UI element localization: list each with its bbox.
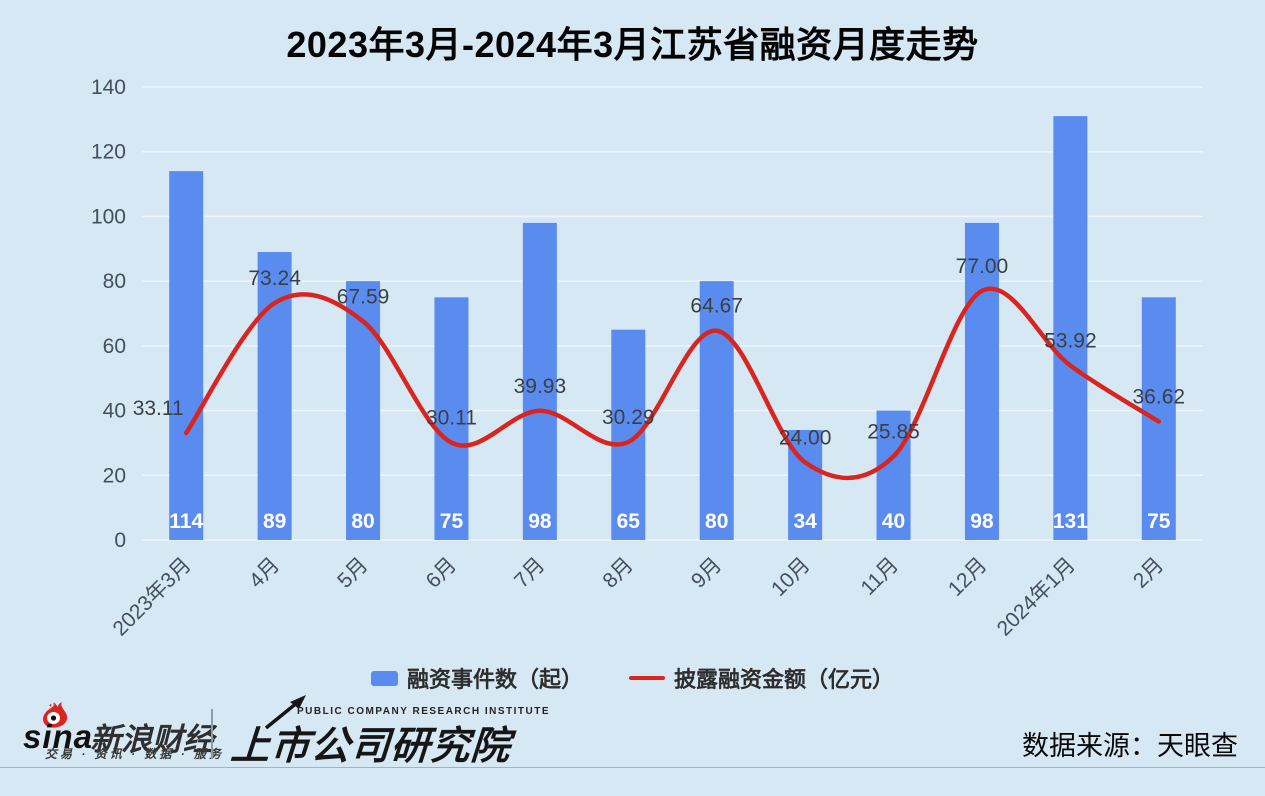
x-axis-label: 7月 — [510, 553, 549, 592]
y-axis-tick-label: 80 — [103, 270, 126, 293]
bar-value-label: 114 — [169, 510, 203, 533]
bar-value-label: 131 — [1053, 510, 1088, 533]
bar-value-label: 89 — [263, 510, 286, 533]
line-value-label: 33.11 — [133, 397, 184, 420]
line-value-label: 64.67 — [690, 295, 743, 318]
bar-12月 — [964, 222, 999, 540]
bar-value-label: 75 — [1147, 510, 1171, 533]
bar-6月 — [434, 297, 469, 540]
y-axis-tick-label: 120 — [91, 141, 126, 164]
chart-title: 2023年3月-2024年3月江苏省融资月度走势 — [286, 24, 979, 65]
bar-value-label: 34 — [793, 510, 817, 533]
line-value-label: 25.85 — [867, 420, 920, 443]
x-axis-label: 9月 — [687, 553, 726, 592]
bar-value-label: 40 — [882, 510, 905, 533]
x-axis-label: 11月 — [857, 553, 904, 600]
financing-amount-line — [183, 286, 1162, 481]
sina-flame-icon — [43, 702, 68, 728]
x-axis-label: 2月 — [1129, 553, 1168, 592]
x-axis-label: 10月 — [767, 553, 815, 601]
bar-2月 — [1141, 297, 1176, 540]
x-axis-label: 8月 — [598, 553, 637, 592]
y-axis-tick-label: 0 — [114, 529, 126, 552]
line-value-label: 39.93 — [514, 375, 567, 398]
footer-rule — [0, 767, 1265, 768]
arrow-up-icon — [264, 695, 306, 730]
bar-2024年1月 — [1053, 116, 1088, 540]
financing-trend-chart: 0 20 40 60 80 100 120 140 114 89 80 75 98 65 80 34 40 98 1… — [91, 76, 1203, 641]
line-value-label: 77.00 — [956, 255, 1009, 278]
y-axis-tick-label: 40 — [103, 400, 126, 423]
sina-finance-brand: 新浪财经 — [90, 722, 214, 757]
x-axis-label: 2024年1月 — [993, 553, 1080, 640]
bar-11月 — [876, 410, 911, 540]
line-value-label: 67.59 — [337, 285, 390, 308]
bar-5月 — [346, 281, 381, 540]
sina-logo-text: sina — [23, 718, 94, 755]
line-value-label: 36.62 — [1133, 386, 1186, 409]
line-value-label: 24.00 — [779, 426, 832, 449]
line-value-label: 53.92 — [1044, 330, 1097, 353]
y-axis-tick-label: 140 — [91, 76, 126, 99]
y-axis-tick-label: 100 — [91, 205, 126, 228]
institute-name-cn: 上市公司研究院 — [229, 725, 513, 768]
x-axis-label: 6月 — [422, 553, 461, 592]
x-axis-label: 12月 — [944, 553, 992, 601]
bar-series-swatch-icon — [370, 670, 398, 686]
x-axis-label: 4月 — [245, 553, 284, 592]
chart-legend: 融资事件数（起） 披露融资金额（亿元） — [0, 663, 1265, 693]
footer: sina 新浪财经 交易 · 资讯 · 数据 · 服务 PUBLIC COMPA… — [0, 695, 1265, 796]
x-axis-label: 5月 — [333, 553, 372, 592]
institute-name-en: PUBLIC COMPANY RESEARCH INSTITUTE — [297, 706, 551, 717]
line-value-label: 73.24 — [248, 267, 301, 290]
y-axis-tick-label: 60 — [103, 335, 126, 358]
bar-2023年3月 — [169, 171, 204, 540]
bar-value-label: 98 — [970, 510, 994, 533]
sina-tagline: 交易 · 资讯 · 数据 · 服务 — [45, 747, 224, 761]
legend-item-line-series: 披露融资金额（亿元） — [629, 662, 894, 694]
data-source-note: 数据来源：天眼查 — [1022, 731, 1238, 761]
bar-series-label: 融资事件数（起） — [406, 667, 583, 692]
line-series-swatch-icon — [629, 676, 665, 680]
bar-9月 — [699, 281, 734, 540]
bar-7月 — [522, 222, 557, 540]
footer-divider — [211, 709, 213, 759]
bar-value-label: 65 — [617, 510, 641, 533]
line-value-label: 30.11 — [426, 407, 477, 430]
bar-value-label: 75 — [440, 510, 464, 533]
bar-4月 — [257, 252, 292, 540]
x-axis-label: 2023年3月 — [108, 553, 195, 640]
line-value-label: 30.29 — [602, 406, 655, 429]
bar-value-label: 98 — [528, 510, 552, 533]
y-axis-tick-label: 20 — [103, 464, 126, 487]
legend-item-bar-series: 融资事件数（起） — [370, 662, 583, 694]
bar-value-label: 80 — [351, 510, 374, 533]
line-series-label: 披露融资金额（亿元） — [674, 667, 895, 692]
bar-value-label: 80 — [705, 510, 728, 533]
